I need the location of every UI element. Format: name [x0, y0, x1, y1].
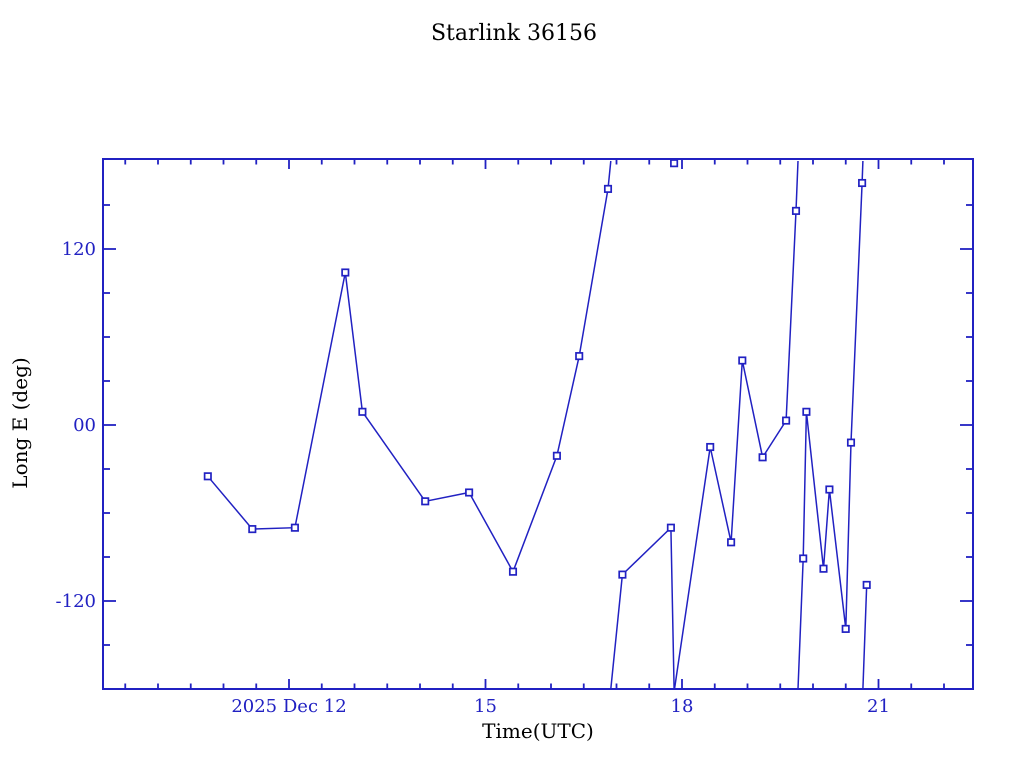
data-point	[825, 485, 834, 494]
chart-title: Starlink 36156	[431, 21, 597, 46]
data-point	[858, 178, 867, 188]
data-point	[738, 356, 747, 365]
y-tick-label-1: 00	[73, 415, 96, 436]
data-point	[802, 407, 811, 416]
data-point	[819, 564, 828, 573]
y-tick-label-2: -120	[56, 591, 96, 612]
data-point	[706, 442, 715, 452]
plot-frame	[102, 158, 974, 690]
data-point	[465, 488, 474, 497]
data-point	[618, 570, 627, 579]
y-tick-label-0: 120	[62, 239, 96, 260]
data-point	[799, 554, 808, 563]
data-point	[341, 268, 350, 277]
data-point	[552, 451, 561, 460]
tick-labels: 2025 Dec 12 15 18 21 120 00 -120	[56, 239, 890, 717]
data-point	[862, 580, 871, 589]
data-point	[791, 206, 801, 215]
y-axis-title: Long E (deg)	[8, 357, 32, 488]
x-tick-label-0: 2025 Dec 12	[231, 696, 346, 717]
data-point	[248, 525, 257, 534]
data-point	[666, 523, 675, 532]
longitude-series-line	[207, 160, 868, 690]
x-tick-label-2: 18	[671, 696, 694, 717]
data-point	[575, 352, 584, 361]
data-point	[421, 497, 430, 506]
axis-ticks	[104, 160, 972, 688]
data-point-markers	[203, 159, 871, 633]
data-point	[782, 416, 791, 425]
data-point	[846, 438, 856, 447]
data-point	[203, 472, 212, 481]
data-point	[290, 523, 299, 532]
x-tick-label-3: 21	[867, 696, 890, 717]
data-point	[670, 159, 679, 168]
data-point	[358, 407, 367, 416]
data-point	[508, 567, 518, 576]
data-point	[841, 624, 850, 633]
x-axis-title: Time(UTC)	[482, 719, 594, 743]
data-point	[727, 538, 736, 547]
x-tick-label-1: 15	[474, 696, 497, 717]
data-point	[603, 184, 613, 193]
data-point	[758, 453, 767, 462]
